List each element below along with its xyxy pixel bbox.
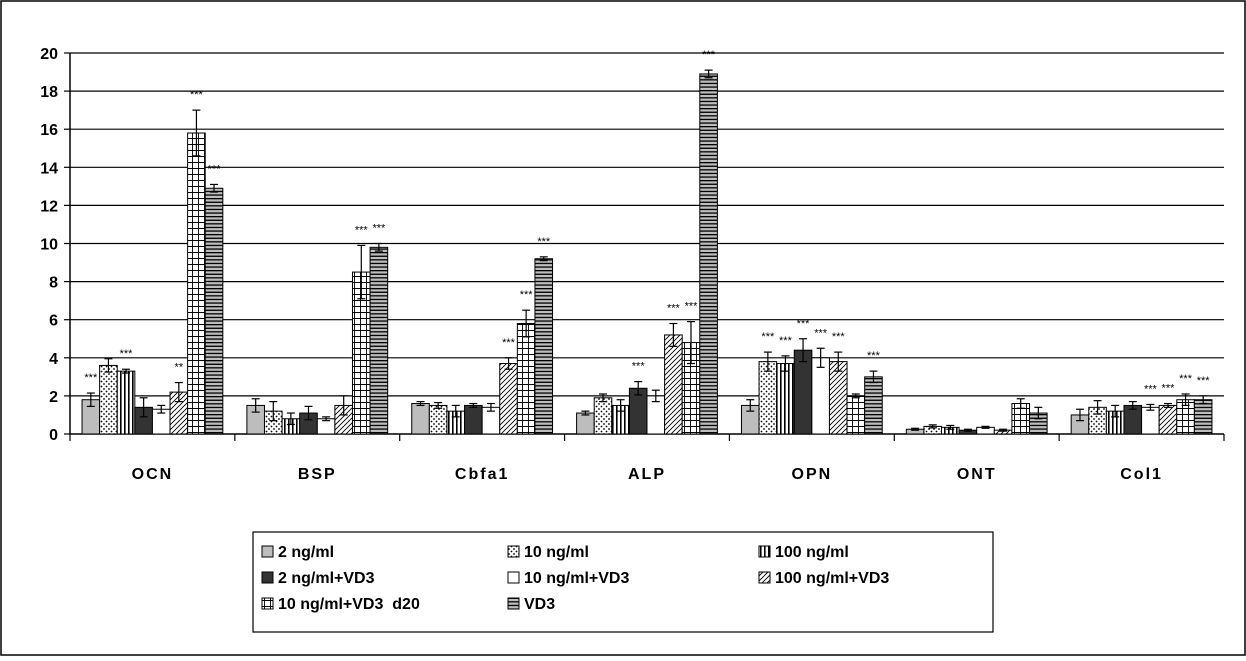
bar [593,397,613,435]
legend-swatch [261,597,274,610]
legend-label: 100 ng/ml [775,544,849,561]
bar [576,412,595,435]
y-tick-label: 6 [49,313,58,330]
y-tick-label: 20 [40,46,58,63]
significance-label: *** [1162,383,1176,395]
bar [811,357,830,435]
significance-label: ** [175,362,184,374]
significance-label: *** [355,224,369,236]
legend-swatch [507,597,520,610]
y-tick-label: 8 [49,275,58,292]
significance-label: *** [867,350,881,362]
legend-swatch [507,571,520,584]
legend-label: 2 ng/ml [278,544,334,561]
category-label: Cbfa1 [455,466,509,483]
significance-label: *** [797,318,811,330]
significance-label: *** [372,223,386,235]
bar [99,364,118,435]
legend-swatch [758,571,771,584]
bar [516,323,536,435]
legend-swatch [261,545,274,558]
significance-label: *** [779,335,793,347]
significance-label: *** [832,331,846,343]
legend-label: 10 ng/ml+VD3 [524,570,629,587]
category-label: ONT [957,466,997,483]
bar [204,187,224,435]
significance-label: *** [84,372,98,384]
legend-swatch [261,571,274,584]
category-label: ALP [628,466,666,483]
significance-label: *** [667,303,681,315]
y-tick-label: 10 [40,237,58,254]
bar [776,363,795,435]
legend-box [252,531,994,633]
y-tick-label: 18 [40,84,58,101]
plot-area: 02468101214161820OCN**************BSP***… [40,46,1225,483]
significance-label: *** [502,337,516,349]
significance-label: *** [208,163,222,175]
legend-label: 10 ng/ml [524,544,589,561]
legend-label: 2 ng/ml+VD3 [278,570,375,587]
bar [664,334,683,435]
bar [758,361,778,435]
category-label: BSP [298,466,337,483]
bar [828,361,848,435]
category-label: Col1 [1120,466,1163,483]
legend-label: 10 ng/ml+VD3 d20 [278,596,420,613]
y-tick-label: 14 [40,160,58,177]
bar [116,370,136,435]
bar [499,363,518,435]
bar [1193,399,1213,435]
bar [411,403,430,435]
legend-label: VD3 [524,596,555,613]
legend-swatch [758,545,771,558]
bar [534,258,554,435]
bar [369,246,389,435]
bar [846,395,866,435]
bar [1141,406,1160,435]
significance-label: *** [685,301,699,313]
bar [464,404,483,435]
significance-label: *** [120,348,134,360]
y-tick-label: 16 [40,122,58,139]
bar [428,404,448,435]
y-tick-label: 0 [49,427,58,444]
significance-label: *** [190,89,204,101]
significance-label: *** [1197,375,1211,387]
legend: 2 ng/ml 10 ng/ml 100 ng/ml 2 ng/ml+VD3 10 ng… [252,531,994,633]
significance-label: *** [537,236,551,248]
category-label: OPN [792,466,833,483]
significance-label: *** [1144,383,1158,395]
bar [864,376,883,435]
bar [187,132,206,435]
significance-label: *** [814,327,828,339]
category-label: OCN [132,466,174,483]
bar [699,73,718,435]
y-tick-label: 4 [49,351,58,368]
legend-label: 100 ng/ml+VD3 [775,570,889,587]
y-tick-label: 12 [40,198,58,215]
bar [793,349,813,435]
y-tick-label: 2 [49,389,58,406]
significance-label: *** [761,331,775,343]
significance-label: *** [1179,373,1193,385]
bar [1158,404,1178,435]
significance-label: *** [702,49,716,61]
legend-swatch [507,545,520,558]
significance-label: *** [520,289,534,301]
significance-label: *** [632,361,646,373]
